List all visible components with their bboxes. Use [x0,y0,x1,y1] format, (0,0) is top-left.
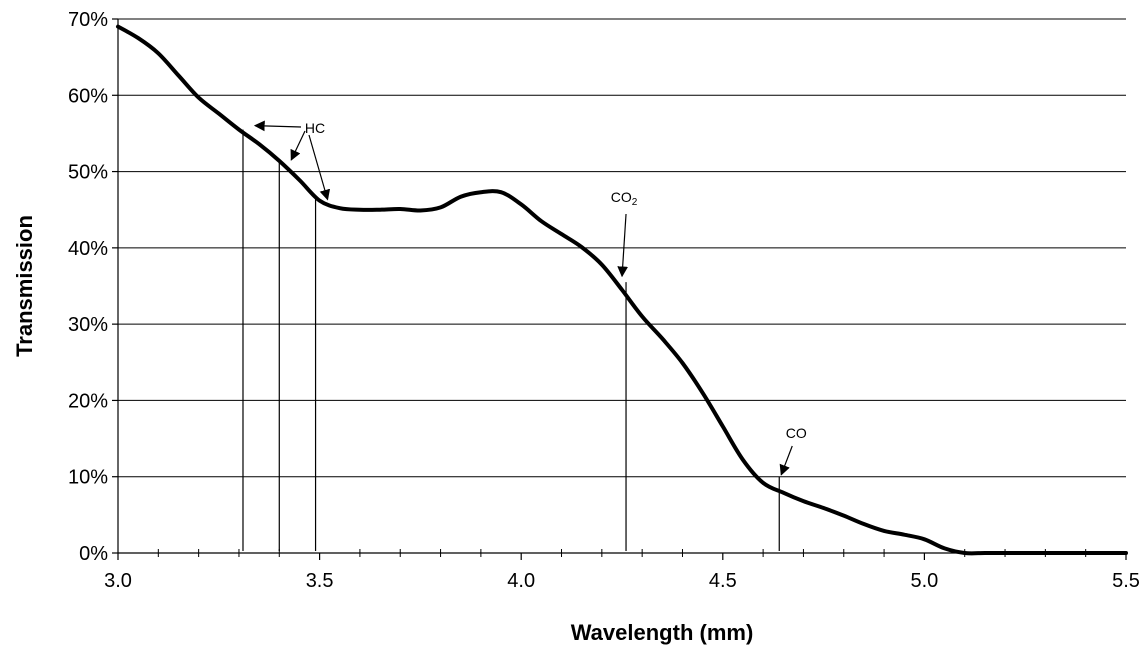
annotation-arrow [779,445,793,476]
transmission-series-line [116,24,1128,556]
absorption-markers [242,129,780,551]
annotation-label: CO [786,425,807,441]
annotation-arrow [290,130,306,161]
annotation-label: HC [305,120,325,136]
y-tick-label: 50% [68,162,108,184]
y-axis-title: Transmission [12,215,37,357]
annotation-arrow [617,213,629,278]
y-tick-label: 30% [68,314,108,336]
y-tick-label: 60% [68,85,108,107]
axes [117,19,1126,554]
y-tick-label: 40% [68,238,108,260]
x-tick-label: 4.5 [709,570,737,592]
y-tick-label: 0% [79,543,108,565]
annotation-label: CO2 [611,189,638,208]
tick-labels: 0% 10% 20% 30% 40% 50% 60% 70% 3.0 3.5 4.0 4.5 5.0 5.… [68,9,1140,592]
y-tick-label: 10% [68,467,108,489]
x-tick-label: 3.0 [104,570,132,592]
x-tick-label: 3.5 [306,570,334,592]
x-axis-title: Wavelength (mm) [571,620,754,645]
annotations: HC CO2 CO [253,120,807,476]
annotation-arrow [253,120,302,132]
y-tick-label: 70% [68,9,108,31]
gridlines [118,18,1126,478]
x-tick-label: 5.0 [910,570,938,592]
x-tick-label: 5.5 [1112,570,1140,592]
y-tick-label: 20% [68,390,108,412]
annotation-arrow [308,134,331,201]
x-tick-label: 4.0 [507,570,535,592]
